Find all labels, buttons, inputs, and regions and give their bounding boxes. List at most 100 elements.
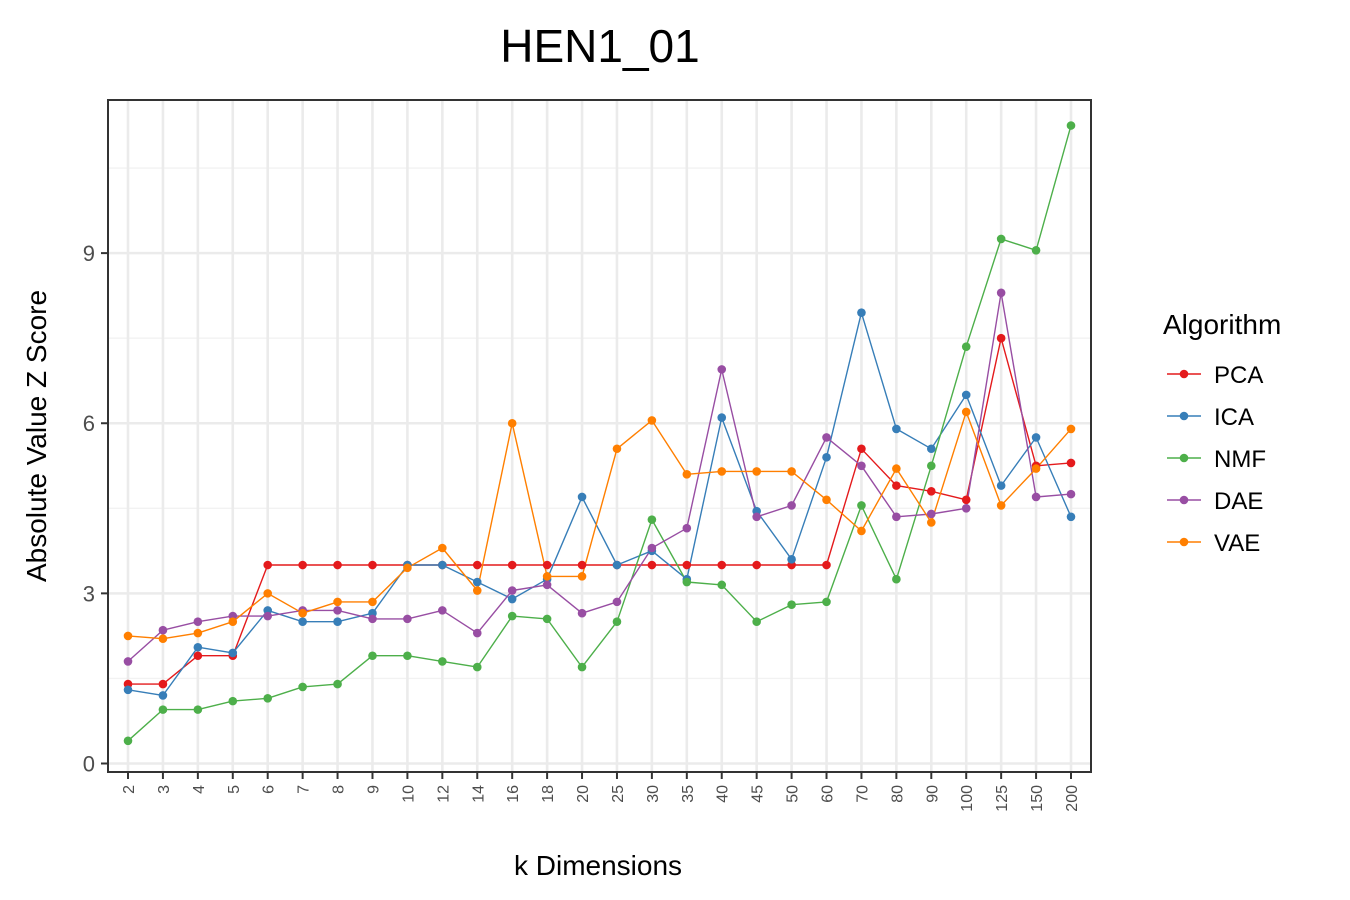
- x-tick-label: 45: [750, 785, 767, 803]
- data-point-vae: [507, 418, 517, 428]
- data-point-dae: [647, 543, 657, 553]
- data-point-pca: [822, 560, 831, 570]
- data-point-vae: [1066, 424, 1076, 434]
- x-tick-label: 14: [470, 785, 487, 803]
- series-line-ica: [127, 312, 1072, 697]
- data-point-nmf: [193, 705, 203, 714]
- data-point-dae: [438, 606, 447, 615]
- data-point-dae: [577, 608, 587, 618]
- x-tick-label: 80: [889, 785, 906, 803]
- data-point-vae: [1031, 464, 1041, 473]
- data-point-nmf: [472, 662, 482, 672]
- x-tick-label: 200: [1064, 785, 1081, 812]
- data-point-dae: [612, 597, 622, 607]
- x-tick-label: 30: [645, 785, 662, 803]
- data-point-pca: [752, 560, 761, 570]
- data-point-pca: [158, 679, 168, 689]
- data-point-nmf: [752, 617, 761, 627]
- data-point-vae: [612, 444, 622, 454]
- data-point-nmf: [787, 600, 796, 610]
- data-point-vae: [263, 589, 273, 598]
- x-tick-label: 8: [331, 785, 348, 794]
- data-point-vae: [996, 501, 1006, 510]
- x-tick-label: 60: [820, 785, 837, 803]
- x-tick-label: 2: [121, 785, 138, 794]
- legend-key-point-dae: [1179, 495, 1189, 505]
- y-axis: 0 3 6 9: [83, 241, 108, 776]
- legend-title: Algorithm: [1163, 309, 1281, 340]
- data-point-ica: [961, 390, 971, 400]
- data-point-ica: [892, 424, 901, 434]
- legend: Algorithm PCA ICA NMF DAE VAE: [1163, 309, 1281, 557]
- x-tick-label: 5: [226, 785, 243, 794]
- data-point-vae: [368, 597, 377, 607]
- data-point-nmf: [717, 580, 727, 590]
- y-tick-label: 3: [83, 581, 95, 606]
- data-point-dae: [123, 657, 133, 666]
- data-point-vae: [787, 467, 796, 476]
- x-tick-label: 18: [540, 785, 557, 803]
- data-point-vae: [403, 563, 412, 573]
- data-point-pca: [996, 333, 1006, 343]
- x-tick-label: 6: [261, 785, 278, 794]
- data-point-vae: [822, 495, 831, 505]
- data-point-vae: [926, 518, 936, 527]
- data-point-ica: [193, 642, 203, 652]
- data-point-ica: [787, 555, 796, 564]
- chart-title: HEN1_01: [500, 20, 699, 72]
- data-point-pca: [368, 560, 377, 570]
- data-point-vae: [333, 597, 342, 607]
- data-point-dae: [507, 586, 517, 595]
- x-tick-label: 7: [296, 785, 313, 794]
- data-point-nmf: [996, 234, 1006, 244]
- data-point-dae: [1066, 489, 1076, 499]
- data-point-vae: [123, 631, 133, 641]
- x-tick-label: 100: [959, 785, 976, 812]
- data-point-ica: [577, 492, 587, 502]
- x-axis: 2 3 4 5 6 7 8 9 10 12 14 16 18 20 25 30 35 40 45 50 60 70 80 90…: [121, 772, 1081, 812]
- x-tick-label: 50: [785, 785, 802, 803]
- data-point-ica: [472, 577, 482, 587]
- x-tick-label: 20: [575, 785, 592, 803]
- data-point-vae: [577, 572, 587, 581]
- data-point-dae: [682, 523, 692, 533]
- data-point-dae: [926, 509, 936, 519]
- data-point-nmf: [577, 662, 587, 672]
- data-point-ica: [507, 594, 517, 604]
- data-point-pca: [472, 560, 482, 570]
- data-point-ica: [996, 481, 1006, 490]
- plot-border: [107, 99, 1092, 773]
- data-point-nmf: [263, 693, 273, 703]
- data-point-dae: [822, 433, 831, 442]
- series-line-nmf: [127, 125, 1072, 742]
- y-tick-label: 6: [83, 411, 95, 436]
- data-point-vae: [298, 608, 307, 618]
- data-point-ica: [822, 452, 831, 462]
- series-lines: [127, 125, 1072, 742]
- x-tick-label: 9: [365, 785, 382, 794]
- data-point-vae: [961, 407, 971, 417]
- data-point-vae: [542, 572, 552, 581]
- data-point-nmf: [1066, 121, 1076, 130]
- x-tick-label: 125: [994, 785, 1011, 812]
- legend-label-pca: PCA: [1214, 362, 1263, 389]
- legend-items: PCA ICA NMF DAE VAE: [1167, 362, 1266, 557]
- series-line-vae: [127, 411, 1072, 640]
- data-point-vae: [228, 617, 238, 627]
- legend-label-vae: VAE: [1214, 530, 1260, 557]
- data-point-pca: [857, 444, 866, 454]
- data-point-vae: [647, 416, 657, 425]
- data-point-nmf: [1031, 245, 1041, 255]
- legend-key-point-vae: [1179, 537, 1189, 547]
- data-point-dae: [961, 504, 971, 513]
- legend-key-point-pca: [1179, 369, 1189, 379]
- data-point-pca: [961, 495, 971, 505]
- x-tick-label: 150: [1029, 785, 1046, 812]
- data-point-pca: [298, 560, 307, 570]
- data-point-nmf: [857, 501, 866, 510]
- data-point-vae: [682, 469, 692, 479]
- series-line-pca: [128, 337, 1072, 685]
- data-point-vae: [752, 467, 761, 476]
- data-point-dae: [263, 611, 273, 621]
